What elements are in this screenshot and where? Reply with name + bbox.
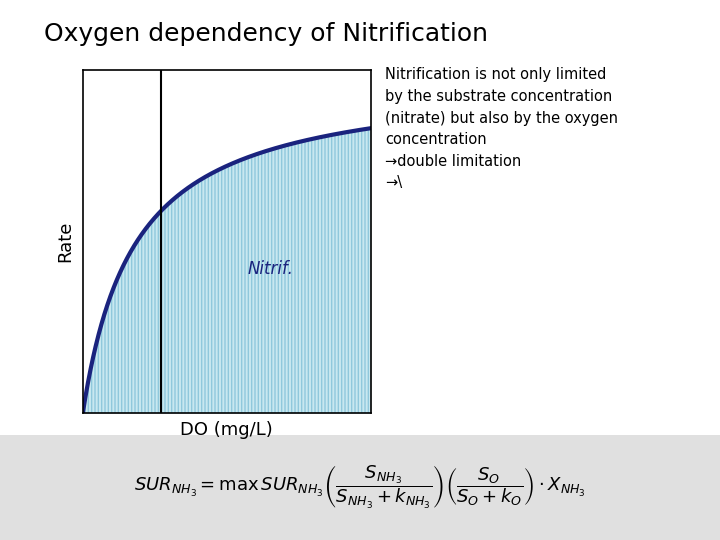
X-axis label: DO (mg/L): DO (mg/L) — [181, 421, 273, 440]
Y-axis label: Rate: Rate — [56, 221, 74, 262]
Text: Nitrif.: Nitrif. — [247, 260, 293, 278]
Text: Oxygen dependency of Nitrification: Oxygen dependency of Nitrification — [45, 22, 488, 45]
Text: $\mathit{SUR}_{NH_3} = \max\,\mathit{SUR}_{NH_3}\left(\dfrac{S_{NH_3}}{S_{NH_3}+: $\mathit{SUR}_{NH_3} = \max\,\mathit{SUR… — [134, 464, 586, 511]
Text: Nitrification is not only limited
by the substrate concentration
(nitrate) but a: Nitrification is not only limited by the… — [385, 68, 618, 191]
